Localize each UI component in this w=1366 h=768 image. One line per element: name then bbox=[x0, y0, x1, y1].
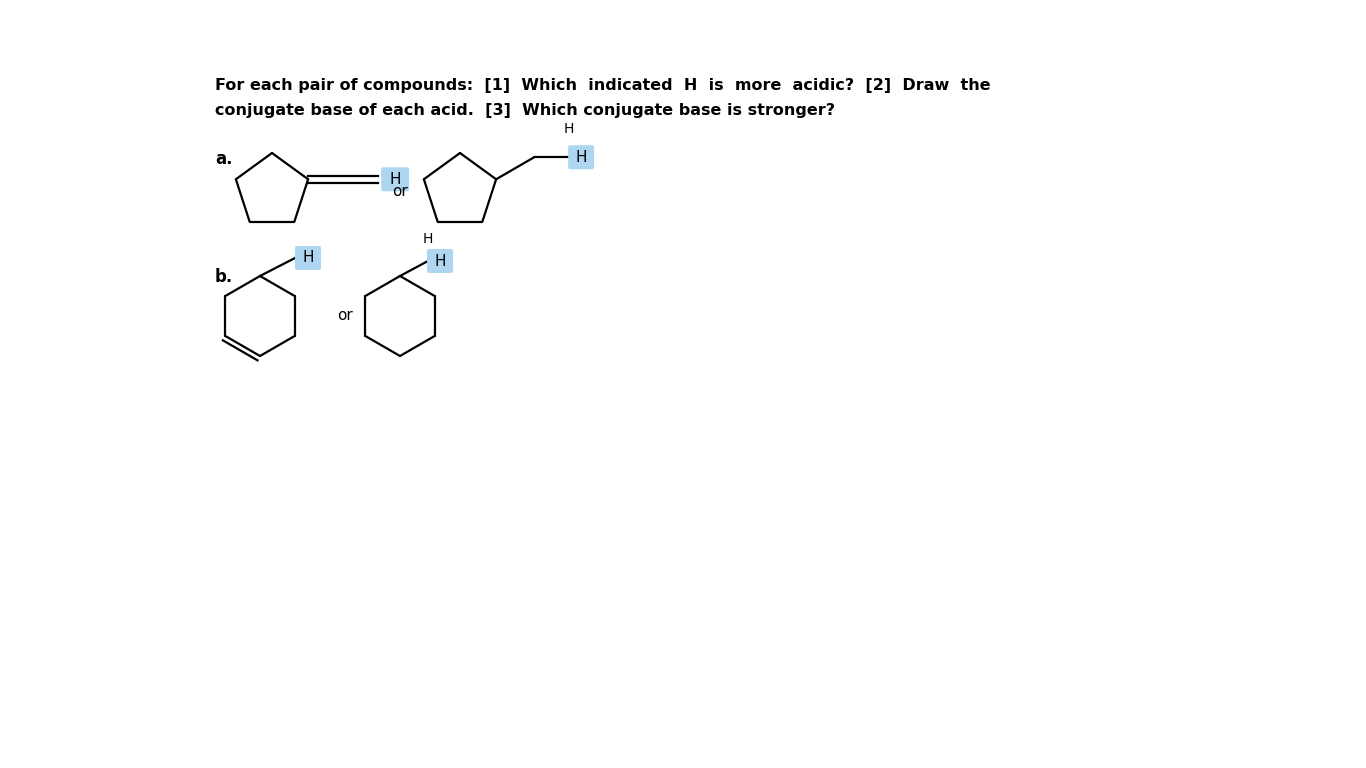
Text: conjugate base of each acid.  [3]  Which conjugate base is stronger?: conjugate base of each acid. [3] Which c… bbox=[214, 103, 835, 118]
Text: H: H bbox=[302, 250, 314, 266]
Text: or: or bbox=[337, 309, 352, 323]
Text: or: or bbox=[392, 184, 408, 198]
FancyBboxPatch shape bbox=[295, 246, 321, 270]
FancyBboxPatch shape bbox=[381, 167, 410, 191]
Text: H: H bbox=[423, 232, 433, 246]
Text: H: H bbox=[434, 253, 445, 269]
Text: H: H bbox=[575, 150, 587, 165]
Text: H: H bbox=[389, 172, 400, 187]
FancyBboxPatch shape bbox=[568, 145, 594, 169]
Text: a.: a. bbox=[214, 150, 232, 168]
Text: For each pair of compounds:  [1]  Which  indicated  H  is  more  acidic?  [2]  D: For each pair of compounds: [1] Which in… bbox=[214, 78, 990, 93]
FancyBboxPatch shape bbox=[428, 249, 454, 273]
Text: H: H bbox=[564, 122, 574, 136]
Text: b.: b. bbox=[214, 268, 234, 286]
